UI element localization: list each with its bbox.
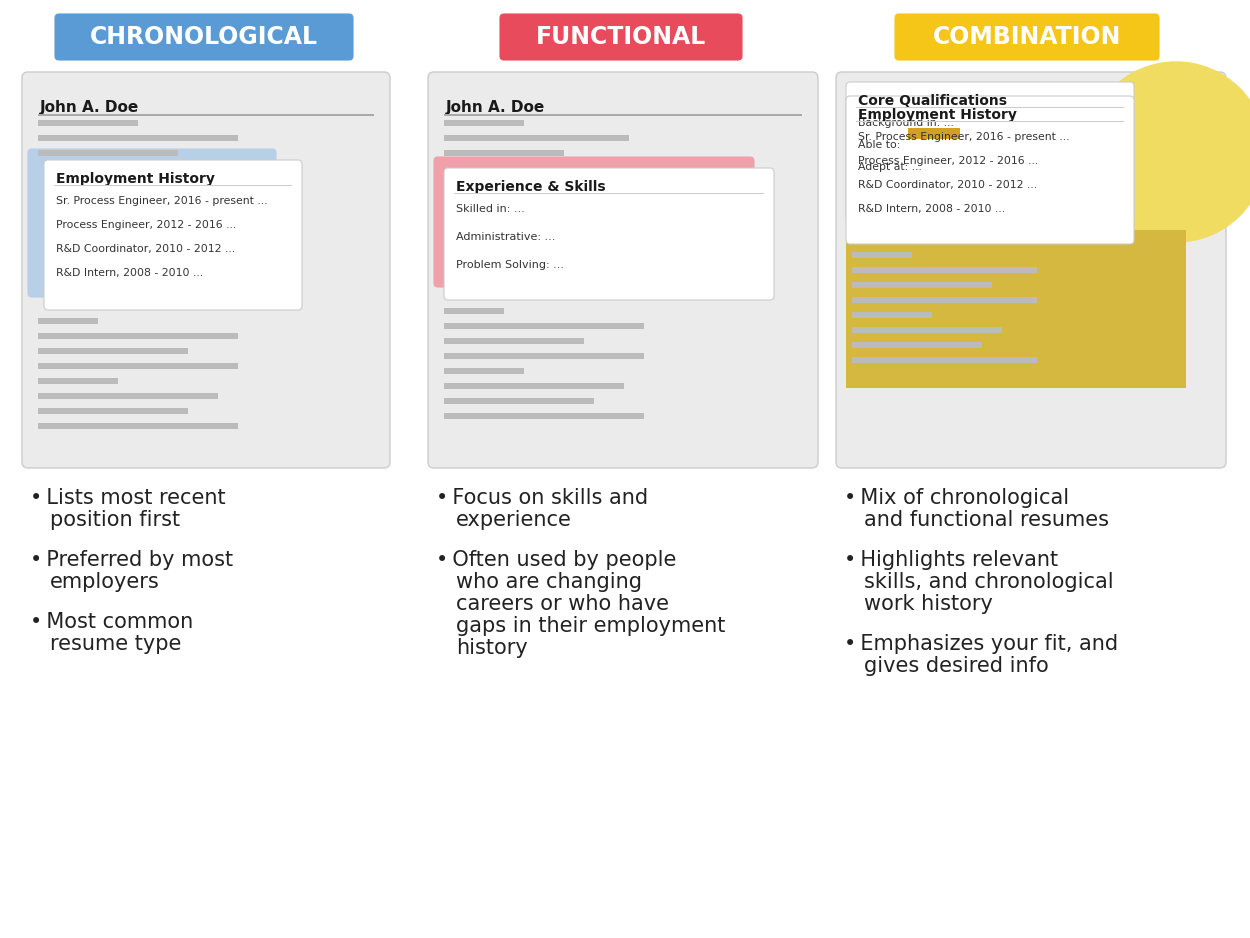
Bar <box>853 342 983 348</box>
Bar <box>853 282 993 288</box>
Text: Problem Solving: ...: Problem Solving: ... <box>456 260 564 270</box>
FancyBboxPatch shape <box>22 72 390 468</box>
Text: • Often used by people: • Often used by people <box>436 550 676 570</box>
Text: Administrative: ...: Administrative: ... <box>456 232 555 242</box>
Bar <box>38 333 238 339</box>
Bar <box>853 297 1038 303</box>
Text: Skilled in: ...: Skilled in: ... <box>456 204 525 214</box>
Text: • Emphasizes your fit, and: • Emphasizes your fit, and <box>844 634 1119 654</box>
Bar <box>38 408 188 414</box>
Text: • Preferred by most: • Preferred by most <box>30 550 232 570</box>
Text: R&D Intern, 2008 - 2010 ...: R&D Intern, 2008 - 2010 ... <box>56 268 202 278</box>
Bar <box>444 135 629 141</box>
Text: • Focus on skills and: • Focus on skills and <box>436 488 649 508</box>
Text: • Highlights relevant: • Highlights relevant <box>844 550 1058 570</box>
Bar <box>853 327 1003 333</box>
Bar <box>38 114 374 116</box>
Bar <box>853 357 1038 363</box>
Bar <box>38 363 238 369</box>
Bar <box>444 150 564 156</box>
Bar <box>444 338 584 344</box>
Text: John A. Doe: John A. Doe <box>446 100 545 115</box>
Text: R&D Coordinator, 2010 - 2012 ...: R&D Coordinator, 2010 - 2012 ... <box>858 180 1038 190</box>
Text: careers or who have: careers or who have <box>456 594 669 614</box>
Text: COMBINATION: COMBINATION <box>932 25 1121 49</box>
Text: R&D Coordinator, 2010 - 2012 ...: R&D Coordinator, 2010 - 2012 ... <box>56 244 235 254</box>
Bar <box>38 318 98 324</box>
Text: • Mix of chronological: • Mix of chronological <box>844 488 1069 508</box>
Bar <box>444 368 524 374</box>
FancyBboxPatch shape <box>500 14 742 60</box>
Bar <box>38 135 238 141</box>
FancyBboxPatch shape <box>44 160 302 310</box>
Bar <box>853 267 1038 273</box>
Text: Core Qualifications: Core Qualifications <box>858 94 1008 108</box>
Bar <box>454 192 764 194</box>
Text: and functional resumes: and functional resumes <box>864 510 1109 530</box>
Text: Able to:: Able to: <box>858 140 904 150</box>
Bar <box>908 128 960 139</box>
Text: Background in: ...: Background in: ... <box>858 118 954 128</box>
Bar <box>38 348 188 354</box>
Bar <box>38 423 238 429</box>
Text: resume type: resume type <box>50 634 181 654</box>
FancyBboxPatch shape <box>846 96 1134 244</box>
Text: • Lists most recent: • Lists most recent <box>30 488 226 508</box>
FancyBboxPatch shape <box>836 72 1226 468</box>
Bar <box>38 378 118 384</box>
Bar <box>856 120 1124 122</box>
Text: who are changing: who are changing <box>456 572 642 592</box>
Bar <box>444 323 644 329</box>
Text: Process Engineer, 2012 - 2016 ...: Process Engineer, 2012 - 2016 ... <box>56 220 236 230</box>
Text: Employment History: Employment History <box>858 108 1018 122</box>
Bar <box>853 312 932 318</box>
Text: FUNCTIONAL: FUNCTIONAL <box>536 25 706 49</box>
Text: John A. Doe: John A. Doe <box>40 100 139 115</box>
Text: CHRONOLOGICAL: CHRONOLOGICAL <box>90 25 318 49</box>
FancyBboxPatch shape <box>55 14 352 60</box>
Bar <box>54 185 292 186</box>
Bar <box>38 150 177 156</box>
Text: R&D Intern, 2008 - 2010 ...: R&D Intern, 2008 - 2010 ... <box>858 204 1005 214</box>
Bar <box>444 120 524 126</box>
Text: gives desired info: gives desired info <box>864 656 1049 676</box>
FancyBboxPatch shape <box>846 82 1134 220</box>
Text: Employment History: Employment History <box>56 172 215 186</box>
Text: Sr. Process Engineer, 2016 - present ...: Sr. Process Engineer, 2016 - present ... <box>858 132 1070 142</box>
Bar <box>444 353 644 359</box>
Text: employers: employers <box>50 572 160 592</box>
Bar <box>444 413 644 419</box>
Text: position first: position first <box>50 510 180 530</box>
Text: Sr. Process Engineer, 2016 - present ...: Sr. Process Engineer, 2016 - present ... <box>56 196 268 206</box>
Bar <box>853 252 912 258</box>
Text: gaps in their employment: gaps in their employment <box>456 616 725 636</box>
Bar <box>444 308 504 314</box>
Text: Process Engineer, 2012 - 2016 ...: Process Engineer, 2012 - 2016 ... <box>858 156 1039 166</box>
Text: skills, and chronological: skills, and chronological <box>864 572 1114 592</box>
Bar <box>444 383 624 389</box>
Text: history: history <box>456 638 528 658</box>
FancyBboxPatch shape <box>428 72 818 468</box>
Text: Experience & Skills: Experience & Skills <box>456 180 606 194</box>
FancyBboxPatch shape <box>28 149 276 297</box>
Circle shape <box>1086 62 1250 242</box>
Text: experience: experience <box>456 510 572 530</box>
Text: • Most common: • Most common <box>30 612 194 632</box>
Text: work history: work history <box>864 594 992 614</box>
Bar <box>846 230 1186 388</box>
FancyBboxPatch shape <box>895 14 1159 60</box>
FancyBboxPatch shape <box>434 157 754 287</box>
Polygon shape <box>276 205 296 241</box>
Bar <box>444 398 594 404</box>
FancyBboxPatch shape <box>444 168 774 300</box>
Bar <box>38 120 138 126</box>
Text: Adept at: ...: Adept at: ... <box>858 162 922 172</box>
Bar <box>38 393 218 399</box>
Bar <box>856 107 1124 108</box>
Bar <box>444 114 802 116</box>
